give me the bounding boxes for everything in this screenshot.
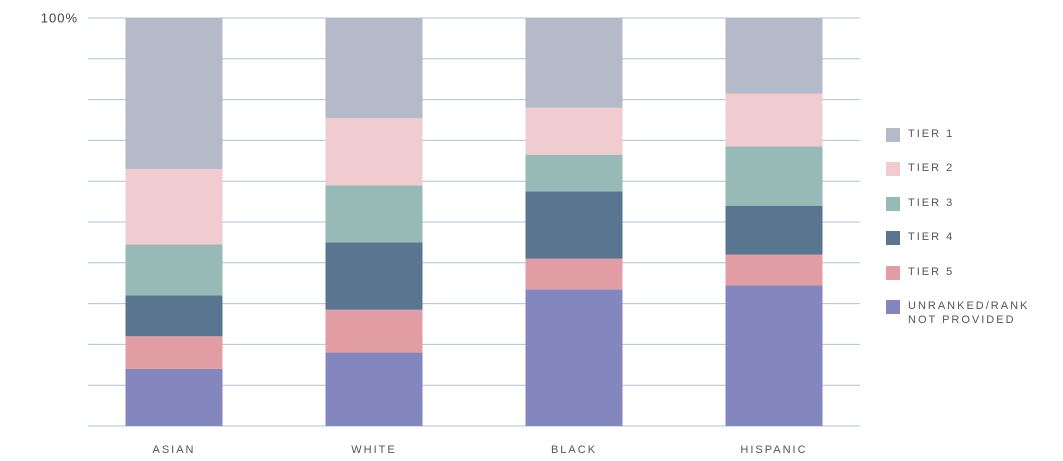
bar-segment [725,205,823,255]
legend-label: TIER 4 [908,231,955,244]
bar-segment [725,18,823,94]
legend-swatch [886,299,900,314]
legend-item: TIER 4 [886,229,1056,263]
bar-segment [725,254,823,286]
legend-swatch [886,128,900,142]
bar-segment [125,336,223,369]
bar-segment [725,146,823,206]
legend-item: TIER 5 [886,264,1056,298]
bar-segment [525,154,623,192]
legend-label: TIER 3 [908,196,955,209]
bar-segment [125,168,223,245]
legend-label: TIER 1 [908,128,955,140]
bar-segment [725,93,823,147]
bar-segment [325,352,423,426]
legend-item: UNRANKED/RANK NOT PROVIDED [886,298,1056,332]
x-tick-label: WHITE [351,444,396,456]
bar-segment [525,107,623,155]
legend-item: TIER 1 [886,126,1056,160]
bar-segment [325,242,423,310]
legend-swatch [886,265,900,280]
x-tick-label: BLACK [551,444,597,456]
legend-label: TIER 2 [908,162,955,175]
legend-swatch [886,162,900,177]
legend-item: TIER 3 [886,195,1056,229]
bar-segment [125,18,223,169]
bar-segment [525,191,623,259]
bar-segment [325,18,423,118]
bar-segment [125,368,223,426]
bar-segment [125,295,223,337]
bar-segment [525,258,623,290]
legend: TIER 1 TIER 2 TIER 3 TIER 4 TIER 5 UNRANKED/R… [886,126,1056,332]
x-tick-label: HISPANIC [740,444,807,456]
bar-segment [725,285,823,426]
bar-segment [325,309,423,353]
bar-segment [525,289,623,426]
legend-item: TIER 2 [886,160,1056,194]
legend-label: UNRANKED/RANK NOT PROVIDED [908,299,1030,326]
bar-segment [125,244,223,296]
legend-swatch [886,196,900,211]
bar-segment [325,185,423,243]
legend-swatch [886,231,900,246]
x-tick-label: ASIAN [152,444,195,456]
y-tick-label: 100% [41,10,78,25]
bar-segment [525,18,623,108]
legend-label: TIER 5 [908,265,955,278]
bar-segment [325,117,423,186]
